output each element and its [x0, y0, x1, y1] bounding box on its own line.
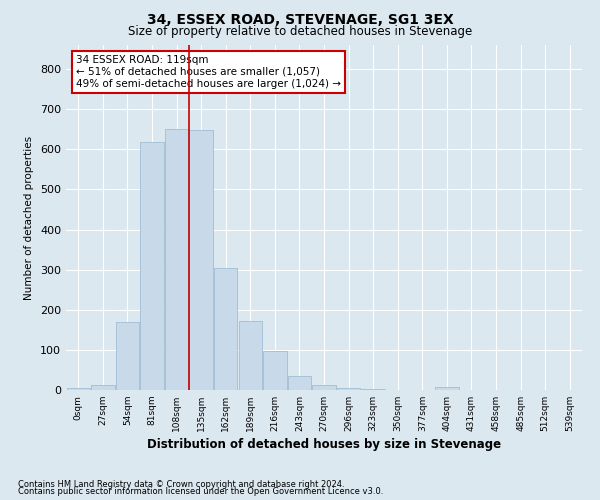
Bar [337, 388, 360, 390]
Bar [361, 389, 385, 390]
Bar [116, 322, 139, 390]
Text: Size of property relative to detached houses in Stevenage: Size of property relative to detached ho… [128, 25, 472, 38]
Text: Contains HM Land Registry data © Crown copyright and database right 2024.: Contains HM Land Registry data © Crown c… [18, 480, 344, 489]
Bar [435, 387, 458, 390]
Bar [67, 388, 90, 390]
Text: Contains public sector information licensed under the Open Government Licence v3: Contains public sector information licen… [18, 487, 383, 496]
Text: 34 ESSEX ROAD: 119sqm
← 51% of detached houses are smaller (1,057)
49% of semi-d: 34 ESSEX ROAD: 119sqm ← 51% of detached … [76, 56, 341, 88]
X-axis label: Distribution of detached houses by size in Stevenage: Distribution of detached houses by size … [147, 438, 501, 451]
Bar [288, 376, 311, 390]
Y-axis label: Number of detached properties: Number of detached properties [25, 136, 34, 300]
Text: 34, ESSEX ROAD, STEVENAGE, SG1 3EX: 34, ESSEX ROAD, STEVENAGE, SG1 3EX [146, 12, 454, 26]
Bar [313, 385, 335, 390]
Bar [239, 321, 262, 390]
Bar [165, 129, 188, 390]
Bar [140, 142, 164, 390]
Bar [190, 130, 213, 390]
Bar [91, 385, 115, 390]
Bar [263, 350, 287, 390]
Bar [214, 268, 238, 390]
